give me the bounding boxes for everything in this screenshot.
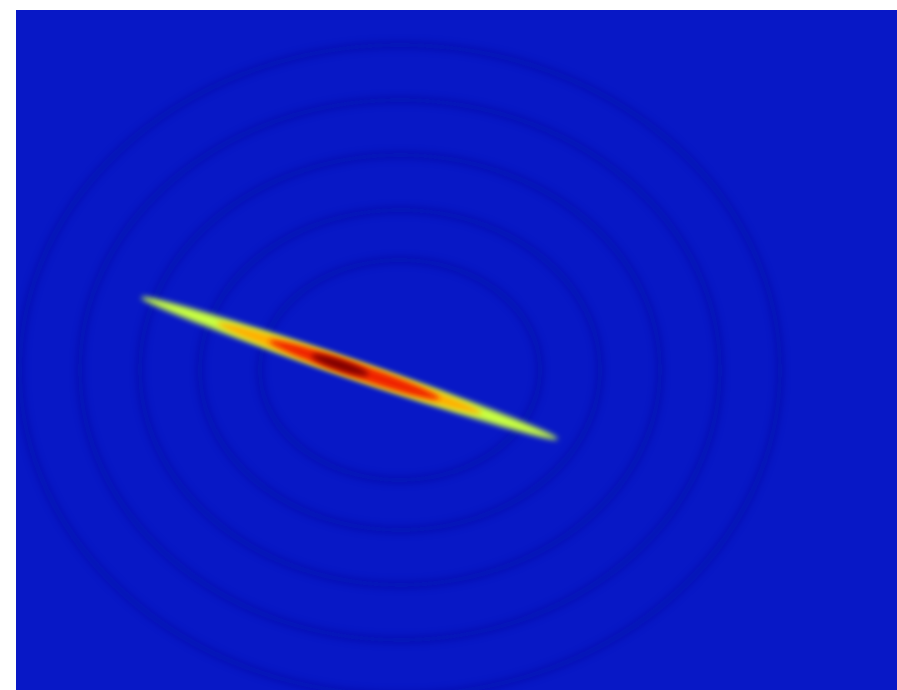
rings (17, 42, 783, 690)
heatmap (16, 10, 897, 690)
background (16, 10, 897, 690)
main-streak (16, 220, 897, 591)
cross-streak (16, 83, 897, 577)
